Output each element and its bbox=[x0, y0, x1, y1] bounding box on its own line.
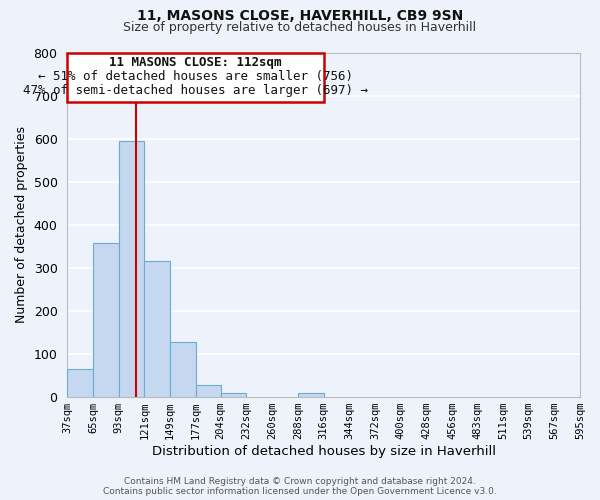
X-axis label: Distribution of detached houses by size in Haverhill: Distribution of detached houses by size … bbox=[152, 444, 496, 458]
Text: ← 51% of detached houses are smaller (756): ← 51% of detached houses are smaller (75… bbox=[38, 70, 353, 82]
Text: Contains public sector information licensed under the Open Government Licence v3: Contains public sector information licen… bbox=[103, 487, 497, 496]
Bar bbox=[67, 370, 93, 396]
Bar bbox=[119, 140, 145, 396]
Y-axis label: Number of detached properties: Number of detached properties bbox=[15, 126, 28, 323]
Bar bbox=[196, 384, 221, 396]
Bar bbox=[145, 260, 170, 396]
Text: 47% of semi-detached houses are larger (697) →: 47% of semi-detached houses are larger (… bbox=[23, 84, 368, 97]
Text: Size of property relative to detached houses in Haverhill: Size of property relative to detached ho… bbox=[124, 21, 476, 34]
Bar bbox=[298, 393, 323, 396]
Text: Contains HM Land Registry data © Crown copyright and database right 2024.: Contains HM Land Registry data © Crown c… bbox=[124, 477, 476, 486]
FancyBboxPatch shape bbox=[67, 52, 323, 102]
Bar bbox=[170, 342, 196, 396]
Bar bbox=[93, 244, 119, 396]
Text: 11, MASONS CLOSE, HAVERHILL, CB9 9SN: 11, MASONS CLOSE, HAVERHILL, CB9 9SN bbox=[137, 9, 463, 23]
Text: 11 MASONS CLOSE: 112sqm: 11 MASONS CLOSE: 112sqm bbox=[109, 56, 282, 69]
Bar bbox=[221, 393, 247, 396]
